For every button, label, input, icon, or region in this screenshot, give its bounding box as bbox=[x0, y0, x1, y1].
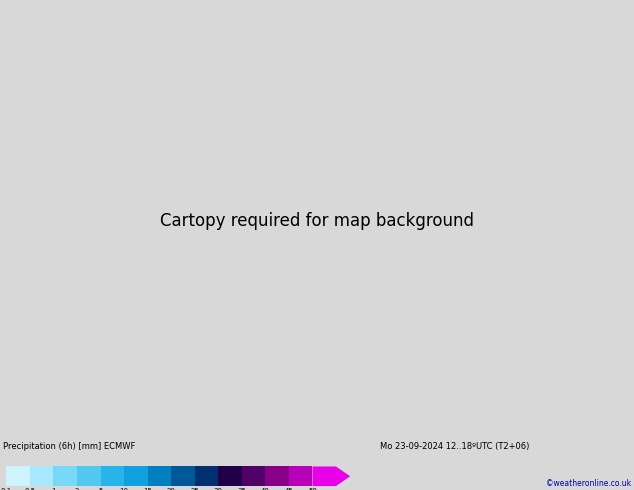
Bar bbox=[289, 466, 313, 486]
Bar bbox=[77, 466, 101, 486]
Text: 30: 30 bbox=[214, 488, 223, 490]
Text: ©weatheronline.co.uk: ©weatheronline.co.uk bbox=[546, 479, 631, 488]
Bar bbox=[195, 466, 218, 486]
Text: 5: 5 bbox=[98, 488, 103, 490]
Bar bbox=[242, 466, 266, 486]
Text: 15: 15 bbox=[143, 488, 152, 490]
Bar bbox=[30, 466, 53, 486]
Text: 45: 45 bbox=[285, 488, 294, 490]
Text: 35: 35 bbox=[237, 488, 246, 490]
Text: 50: 50 bbox=[308, 488, 317, 490]
Text: 0.5: 0.5 bbox=[24, 488, 36, 490]
Text: 20: 20 bbox=[167, 488, 176, 490]
Bar bbox=[6, 466, 30, 486]
Text: 25: 25 bbox=[190, 488, 199, 490]
Text: Mo 23-09-2024 12..18ºUTC (T2+06): Mo 23-09-2024 12..18ºUTC (T2+06) bbox=[380, 442, 530, 451]
Text: 1: 1 bbox=[51, 488, 56, 490]
Bar bbox=[124, 466, 148, 486]
Text: 40: 40 bbox=[261, 488, 270, 490]
Text: Precipitation (6h) [mm] ECMWF: Precipitation (6h) [mm] ECMWF bbox=[3, 442, 136, 451]
Text: 0.1: 0.1 bbox=[1, 488, 12, 490]
Text: Cartopy required for map background: Cartopy required for map background bbox=[160, 212, 474, 229]
Text: 10: 10 bbox=[120, 488, 129, 490]
Bar bbox=[101, 466, 124, 486]
Polygon shape bbox=[313, 466, 350, 486]
Bar bbox=[218, 466, 242, 486]
Bar bbox=[266, 466, 289, 486]
Bar bbox=[53, 466, 77, 486]
Text: 2: 2 bbox=[75, 488, 79, 490]
Bar bbox=[148, 466, 171, 486]
Bar bbox=[171, 466, 195, 486]
